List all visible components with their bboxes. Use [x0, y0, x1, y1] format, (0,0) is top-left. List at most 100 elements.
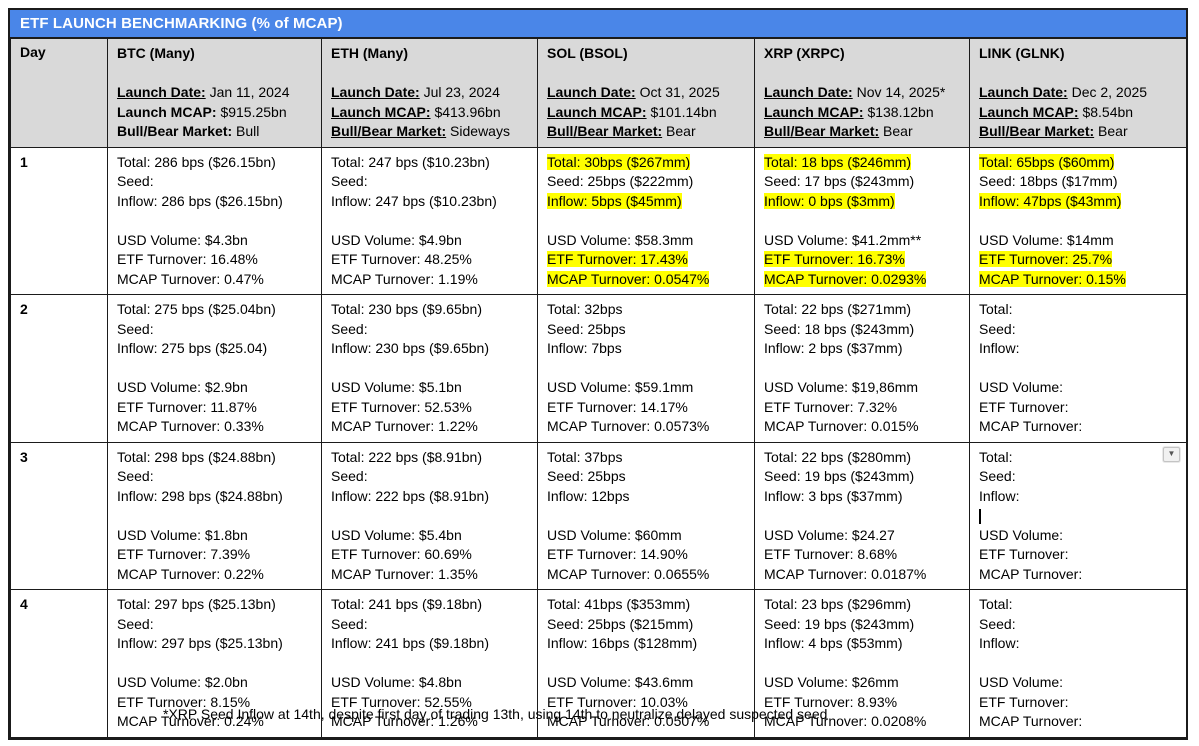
metric-text: MCAP Turnover: 0.0573% — [547, 418, 710, 434]
data-cell-sol-day2[interactable]: Total: 32bps Seed: 25bps Inflow: 7bps USD V… — [537, 294, 755, 443]
metric-line: Total: 241 bps ($9.18bn) — [331, 595, 528, 615]
day-cell[interactable]: 4 — [10, 589, 108, 738]
metric-text: ETF Turnover: 10.03% — [547, 693, 688, 710]
metric-text: Total: — [979, 448, 1013, 465]
metric-text: USD Volume: — [979, 674, 1064, 690]
metric-line: MCAP Turnover: 0.24% — [117, 712, 312, 732]
metric-line: Inflow: 222 bps ($8.91bn) — [331, 487, 528, 507]
header-detail-line: Bull/Bear Market: Bear — [764, 123, 913, 139]
metric-line: Seed: — [117, 467, 312, 487]
metric-line: MCAP Turnover: 0.0208% — [764, 712, 960, 732]
metric-line: Total: 275 bps ($25.04bn) — [117, 300, 312, 320]
column-header-eth[interactable]: ETH (Many) Launch Date: Jul 23, 2024 Launc… — [321, 38, 538, 148]
benchmark-grid: Day BTC (Many) Launch Date: Jan 11, 2024 L… — [10, 38, 1187, 738]
metric-text: ETF Turnover: 8.15% — [117, 693, 251, 710]
data-cell-sol-day3[interactable]: Total: 37bps Seed: 25bps Inflow: 12bps USD … — [537, 441, 755, 590]
metric-text: Inflow: 275 bps ($25.04) — [117, 340, 268, 356]
metric-line: Total: 286 bps ($26.15bn) — [117, 153, 312, 173]
metric-line: Inflow: — [979, 339, 1177, 359]
metric-line: Total: 230 bps ($9.65bn) — [331, 300, 528, 320]
metric-text: Inflow: — [979, 340, 1020, 356]
metric-line: ETF Turnover: 14.90% — [547, 545, 745, 565]
metric-line — [547, 359, 745, 379]
metric-line: Seed: 25bps ($222mm) — [547, 172, 745, 192]
metric-line — [764, 359, 960, 379]
metric-line: Inflow: 47bps ($43mm) — [979, 192, 1177, 212]
asset-name: LINK (GLNK) — [979, 45, 1065, 61]
metric-line — [331, 506, 528, 526]
metric-text: Seed: 25bps ($222mm) — [547, 173, 694, 189]
metric-line: MCAP Turnover: 0.0547% — [547, 270, 745, 290]
data-cell-btc-day1[interactable]: Total: 286 bps ($26.15bn) Seed: Inflow: 28… — [107, 146, 322, 295]
header-detail-line: Bull/Bear Market: Bear — [979, 123, 1128, 139]
data-cell-link-day4[interactable]: Total: Seed: Inflow: USD Volume: ETF Turnove… — [969, 589, 1187, 738]
metric-line: USD Volume: $1.8bn — [117, 526, 312, 546]
column-header-xrp[interactable]: XRP (XRPC) Launch Date: Nov 14, 2025* Laun… — [754, 38, 970, 148]
metric-line: MCAP Turnover: 1.22% — [331, 417, 528, 437]
day-cell[interactable]: 2 — [10, 294, 108, 443]
metric-line: ETF Turnover: 48.25% — [331, 250, 528, 270]
metric-line: Total: 23 bps ($296mm) — [764, 595, 960, 615]
metric-text: MCAP Turnover: 0.0507% — [547, 713, 710, 729]
metric-text: ETF Turnover: 8.68% — [764, 546, 898, 562]
footnote-text: *XRP Seed Inflow at 14th, despite first … — [163, 706, 828, 722]
metric-line: MCAP Turnover: 0.0187% — [764, 565, 960, 585]
column-header-link[interactable]: LINK (GLNK) Launch Date: Dec 2, 2025 Launc… — [969, 38, 1187, 148]
column-header-btc[interactable]: BTC (Many) Launch Date: Jan 11, 2024 Launc… — [107, 38, 322, 148]
metric-text-highlighted: Inflow: 5bps ($45mm) — [547, 192, 682, 209]
metric-line — [764, 654, 960, 674]
metric-text: USD Volume: $14mm — [979, 231, 1114, 248]
metric-text: ETF Turnover: 16.48% — [117, 251, 258, 267]
data-cell-xrp-day2[interactable]: Total: 22 bps ($271mm) Seed: 18 bps ($243… — [754, 294, 970, 443]
metric-line — [331, 359, 528, 379]
chevron-down-icon[interactable]: ▼ — [1163, 446, 1180, 462]
metric-text: USD Volume: $19,86mm — [764, 379, 919, 395]
metric-text: Inflow: 3 bps ($37mm) — [764, 487, 903, 504]
metric-text: Inflow: 247 bps ($10.23bn) — [331, 192, 497, 209]
metric-line: Inflow: 16bps ($128mm) — [547, 634, 745, 654]
metric-text: MCAP Turnover: 1.22% — [331, 418, 478, 434]
day-cell[interactable]: 1 — [10, 146, 108, 295]
metric-text: Seed: — [117, 615, 154, 632]
metric-text: USD Volume: $1.8bn — [117, 526, 248, 543]
table-row-day-1: 1 Total: 286 bps ($26.15bn) Seed: Inflow: 2… — [10, 146, 1187, 295]
data-cell-eth-day1[interactable]: Total: 247 bps ($10.23bn) Seed: Inflow: 24… — [321, 146, 538, 295]
metric-line: USD Volume: — [979, 378, 1177, 398]
data-cell-eth-day4[interactable]: Total: 241 bps ($9.18bn) Seed: Inflow: 241… — [321, 589, 538, 738]
data-cell-xrp-day1[interactable]: Total: 18 bps ($246mm) Seed: 17 bps ($243… — [754, 146, 970, 295]
metric-text: USD Volume: $4.8bn — [331, 674, 462, 690]
data-cell-sol-day4[interactable]: Total: 41bps ($353mm) Seed: 25bps ($215mm… — [537, 589, 755, 738]
data-cell-link-day2[interactable]: Total: Seed: Inflow: USD Volume: ETF Turnove… — [969, 294, 1187, 443]
metric-line: Inflow: 5bps ($45mm) — [547, 192, 745, 212]
data-cell-link-day1[interactable]: Total: 65bps ($60mm) Seed: 18bps ($17mm) I… — [969, 146, 1187, 295]
data-cell-link-day3[interactable]: Total: Seed: Inflow: USD Volume: ETF Turnove… — [969, 441, 1187, 590]
metric-text: Seed: 17 bps ($243mm) — [764, 173, 915, 189]
data-cell-sol-day1[interactable]: Total: 30bps ($267mm) Seed: 25bps ($222mm… — [537, 146, 755, 295]
metric-text: USD Volume: $43.6mm — [547, 674, 694, 690]
data-cell-btc-day4[interactable]: Total: 297 bps ($25.13bn) Seed: Inflow: 29… — [107, 589, 322, 738]
metric-line: USD Volume: $60mm — [547, 526, 745, 546]
metric-text: MCAP Turnover: 0.0187% — [764, 565, 927, 582]
data-cell-eth-day2[interactable]: Total: 230 bps ($9.65bn) Seed: Inflow: 230… — [321, 294, 538, 443]
metric-text: MCAP Turnover: — [979, 713, 1083, 729]
data-cell-btc-day3[interactable]: Total: 298 bps ($24.88bn) Seed: Inflow: 29… — [107, 441, 322, 590]
metric-line — [547, 211, 745, 231]
data-cell-xrp-day4[interactable]: Total: 23 bps ($296mm) Seed: 19 bps ($243… — [754, 589, 970, 738]
data-cell-btc-day2[interactable]: Total: 275 bps ($25.04bn) Seed: Inflow: 27… — [107, 294, 322, 443]
data-cell-xrp-day3[interactable]: Total: 22 bps ($280mm) Seed: 19 bps ($243… — [754, 441, 970, 590]
day-cell[interactable]: 3 — [10, 441, 108, 590]
metric-line: ETF Turnover: 10.03% — [547, 693, 745, 713]
column-header-day: Day — [10, 38, 108, 148]
column-header-sol[interactable]: SOL (BSOL) Launch Date: Oct 31, 2025 Launc… — [537, 38, 755, 148]
header-detail-line: Launch MCAP: $101.14bn — [547, 103, 717, 120]
metric-line: USD Volume: $19,86mm — [764, 378, 960, 398]
metric-line: Total: 18 bps ($246mm) — [764, 153, 960, 173]
data-cell-eth-day3[interactable]: Total: 222 bps ($8.91bn) Seed: Inflow: 222… — [321, 441, 538, 590]
metric-line — [117, 359, 312, 379]
metric-text: Seed: 25bps ($215mm) — [547, 615, 694, 632]
metric-text: Seed: 19 bps ($243mm) — [764, 615, 915, 632]
metric-line: Inflow: 3 bps ($37mm) — [764, 487, 960, 507]
metric-line: Total: — [979, 448, 1177, 468]
metric-text: Inflow: 230 bps ($9.65bn) — [331, 340, 489, 356]
metric-text: USD Volume: $41.2mm** — [764, 231, 922, 248]
